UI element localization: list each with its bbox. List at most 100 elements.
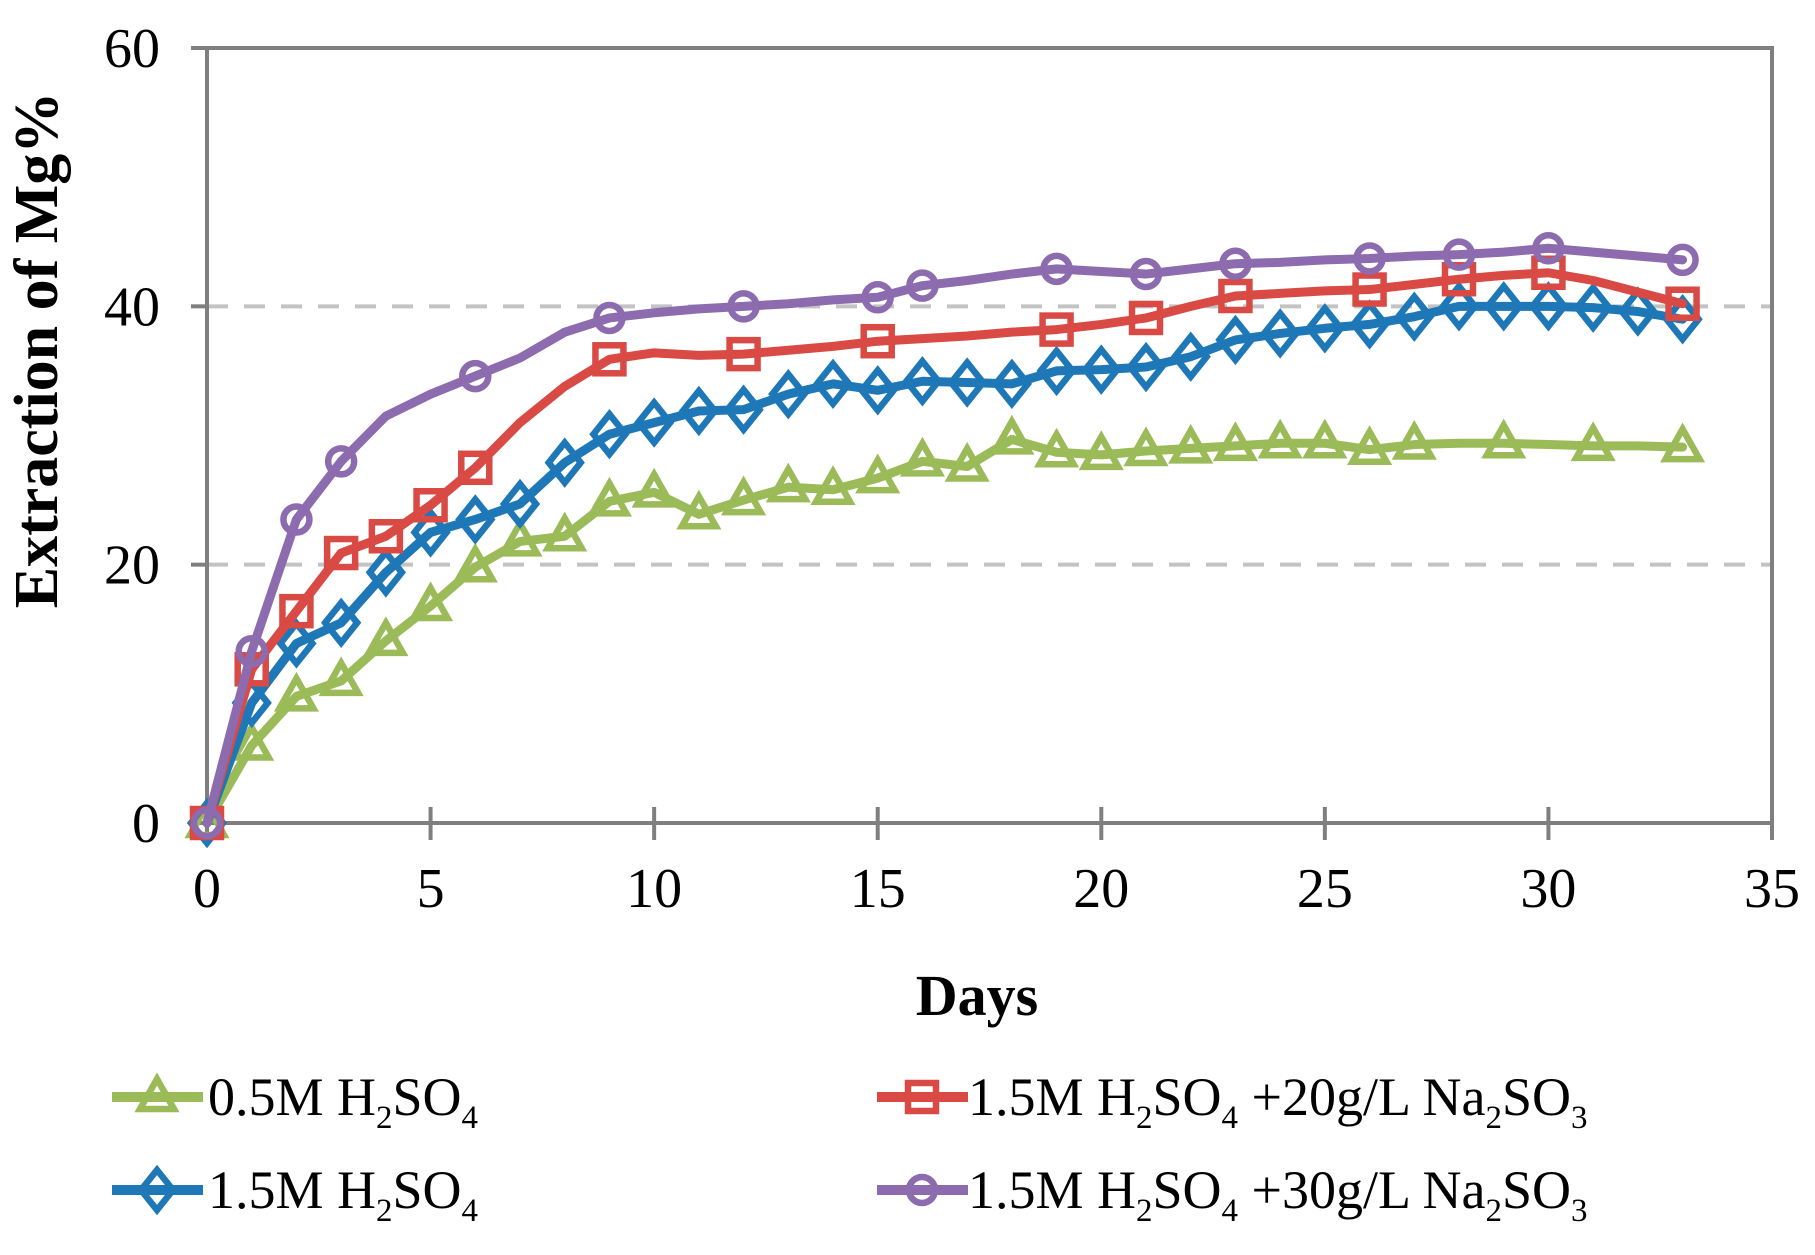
triangle-marker [452,542,498,583]
triangle-marker [944,441,990,482]
legend-entry-2: 1.5M H2SO4 +20g/L Na2SO3 [877,1067,1587,1136]
square-marker [279,593,314,629]
triangle-marker [631,467,677,508]
series-line-2 [202,268,1688,828]
triangle-marker [720,475,767,516]
diamond-marker [1528,281,1569,332]
diamond-marker [455,494,496,545]
diamond-marker [991,358,1033,410]
diamond-marker [1394,291,1435,342]
diamond-marker [1572,282,1614,333]
legend-circle-marker [905,1173,939,1207]
circle-marker [1219,247,1252,280]
triangle-marker [1391,419,1437,460]
square-marker [592,342,627,377]
series-line-3 [202,243,1688,828]
diamond-marker [1349,299,1390,350]
square-marker [1218,278,1253,314]
triangle-marker [1123,426,1169,467]
diamond-marker [1215,314,1256,366]
y-tick-label-40: 40 [104,276,160,338]
circle-marker [1353,242,1386,275]
triangle-marker [318,656,364,697]
diamond-marker [1483,281,1524,332]
triangle-marker [765,462,811,503]
triangle-marker [855,453,901,494]
diamond-marker [1170,331,1211,382]
circle-marker [459,359,492,393]
diamond-marker [499,478,541,530]
series-line-0 [202,434,1688,828]
triangle-marker [1257,418,1303,459]
diamond-marker [365,547,407,598]
triangle-marker [1168,423,1214,464]
triangle-marker [1033,427,1080,468]
diamond-marker [1081,344,1122,395]
triangle-marker [676,489,722,530]
circle-marker [906,269,939,302]
diamond-marker [1304,303,1346,354]
circle-marker [235,634,268,668]
diamond-marker [768,368,809,420]
y-tick-label-20: 20 [104,535,160,597]
legend-label: 1.5M H2SO4 [208,1160,478,1229]
circle-marker [324,445,358,478]
y-axis-title: Extraction of Mg% [3,92,71,609]
diamond-marker [946,357,988,408]
legend-label: 1.5M H2SO4 +20g/L Na2SO3 [968,1067,1587,1136]
diamond-marker [1617,286,1659,337]
triangle-marker [273,671,320,712]
diamond-marker [633,397,675,448]
legend-label: 0.5M H2SO4 [208,1067,478,1136]
circle-marker [1442,238,1476,271]
diamond-marker [1438,281,1480,332]
circle-marker [861,281,894,314]
legend-entry-0: 0.5M H2SO4 [112,1067,478,1136]
circle-marker [727,290,760,323]
triangle-marker [1481,418,1527,459]
square-marker [368,519,404,554]
diamond-marker [1662,294,1703,345]
triangle-marker [810,465,856,505]
circle-marker [1666,243,1699,277]
triangle-marker [899,436,946,477]
triangle-marker [1346,425,1393,465]
triangle-marker [1302,418,1348,459]
diamond-marker [857,365,898,416]
legend-entry-1: 1.5M H2SO4 [112,1160,478,1229]
diamond-marker [320,597,362,648]
x-tick-label-25: 25 [1297,858,1353,920]
legend-entry-3: 1.5M H2SO4 +30g/L Na2SO3 [877,1160,1587,1229]
x-tick-label-35: 35 [1744,858,1800,920]
diamond-marker [1125,341,1167,393]
diamond-marker [1259,308,1301,359]
circle-marker [1040,252,1073,286]
triangle-marker [497,516,543,557]
triangle-marker [363,616,409,657]
diamond-marker [276,618,317,669]
square-marker [1128,300,1164,336]
diamond-marker [1036,345,1077,397]
circle-marker [280,503,313,536]
square-marker [860,323,895,359]
x-tick-label-30: 30 [1520,858,1576,920]
diamond-marker [589,409,630,460]
diamond-marker [902,356,943,407]
square-marker [458,450,493,486]
y-tick-label-0: 0 [132,793,160,855]
diamond-marker [723,384,764,435]
circle-marker [1532,231,1565,265]
series-markers-1 [186,281,1703,849]
diamond-marker [544,437,585,488]
triangle-marker [1078,430,1124,471]
square-marker [413,488,448,523]
plot-border [205,46,1774,825]
legend-diamond-marker [136,1164,178,1216]
triangle-marker [1659,422,1706,463]
x-axis-title: Days [916,963,1038,1028]
legend-square-marker [904,1079,940,1115]
legend-label: 1.5M H2SO4 +30g/L Na2SO3 [968,1160,1587,1229]
triangle-marker [407,581,454,622]
triangle-marker [989,414,1035,455]
